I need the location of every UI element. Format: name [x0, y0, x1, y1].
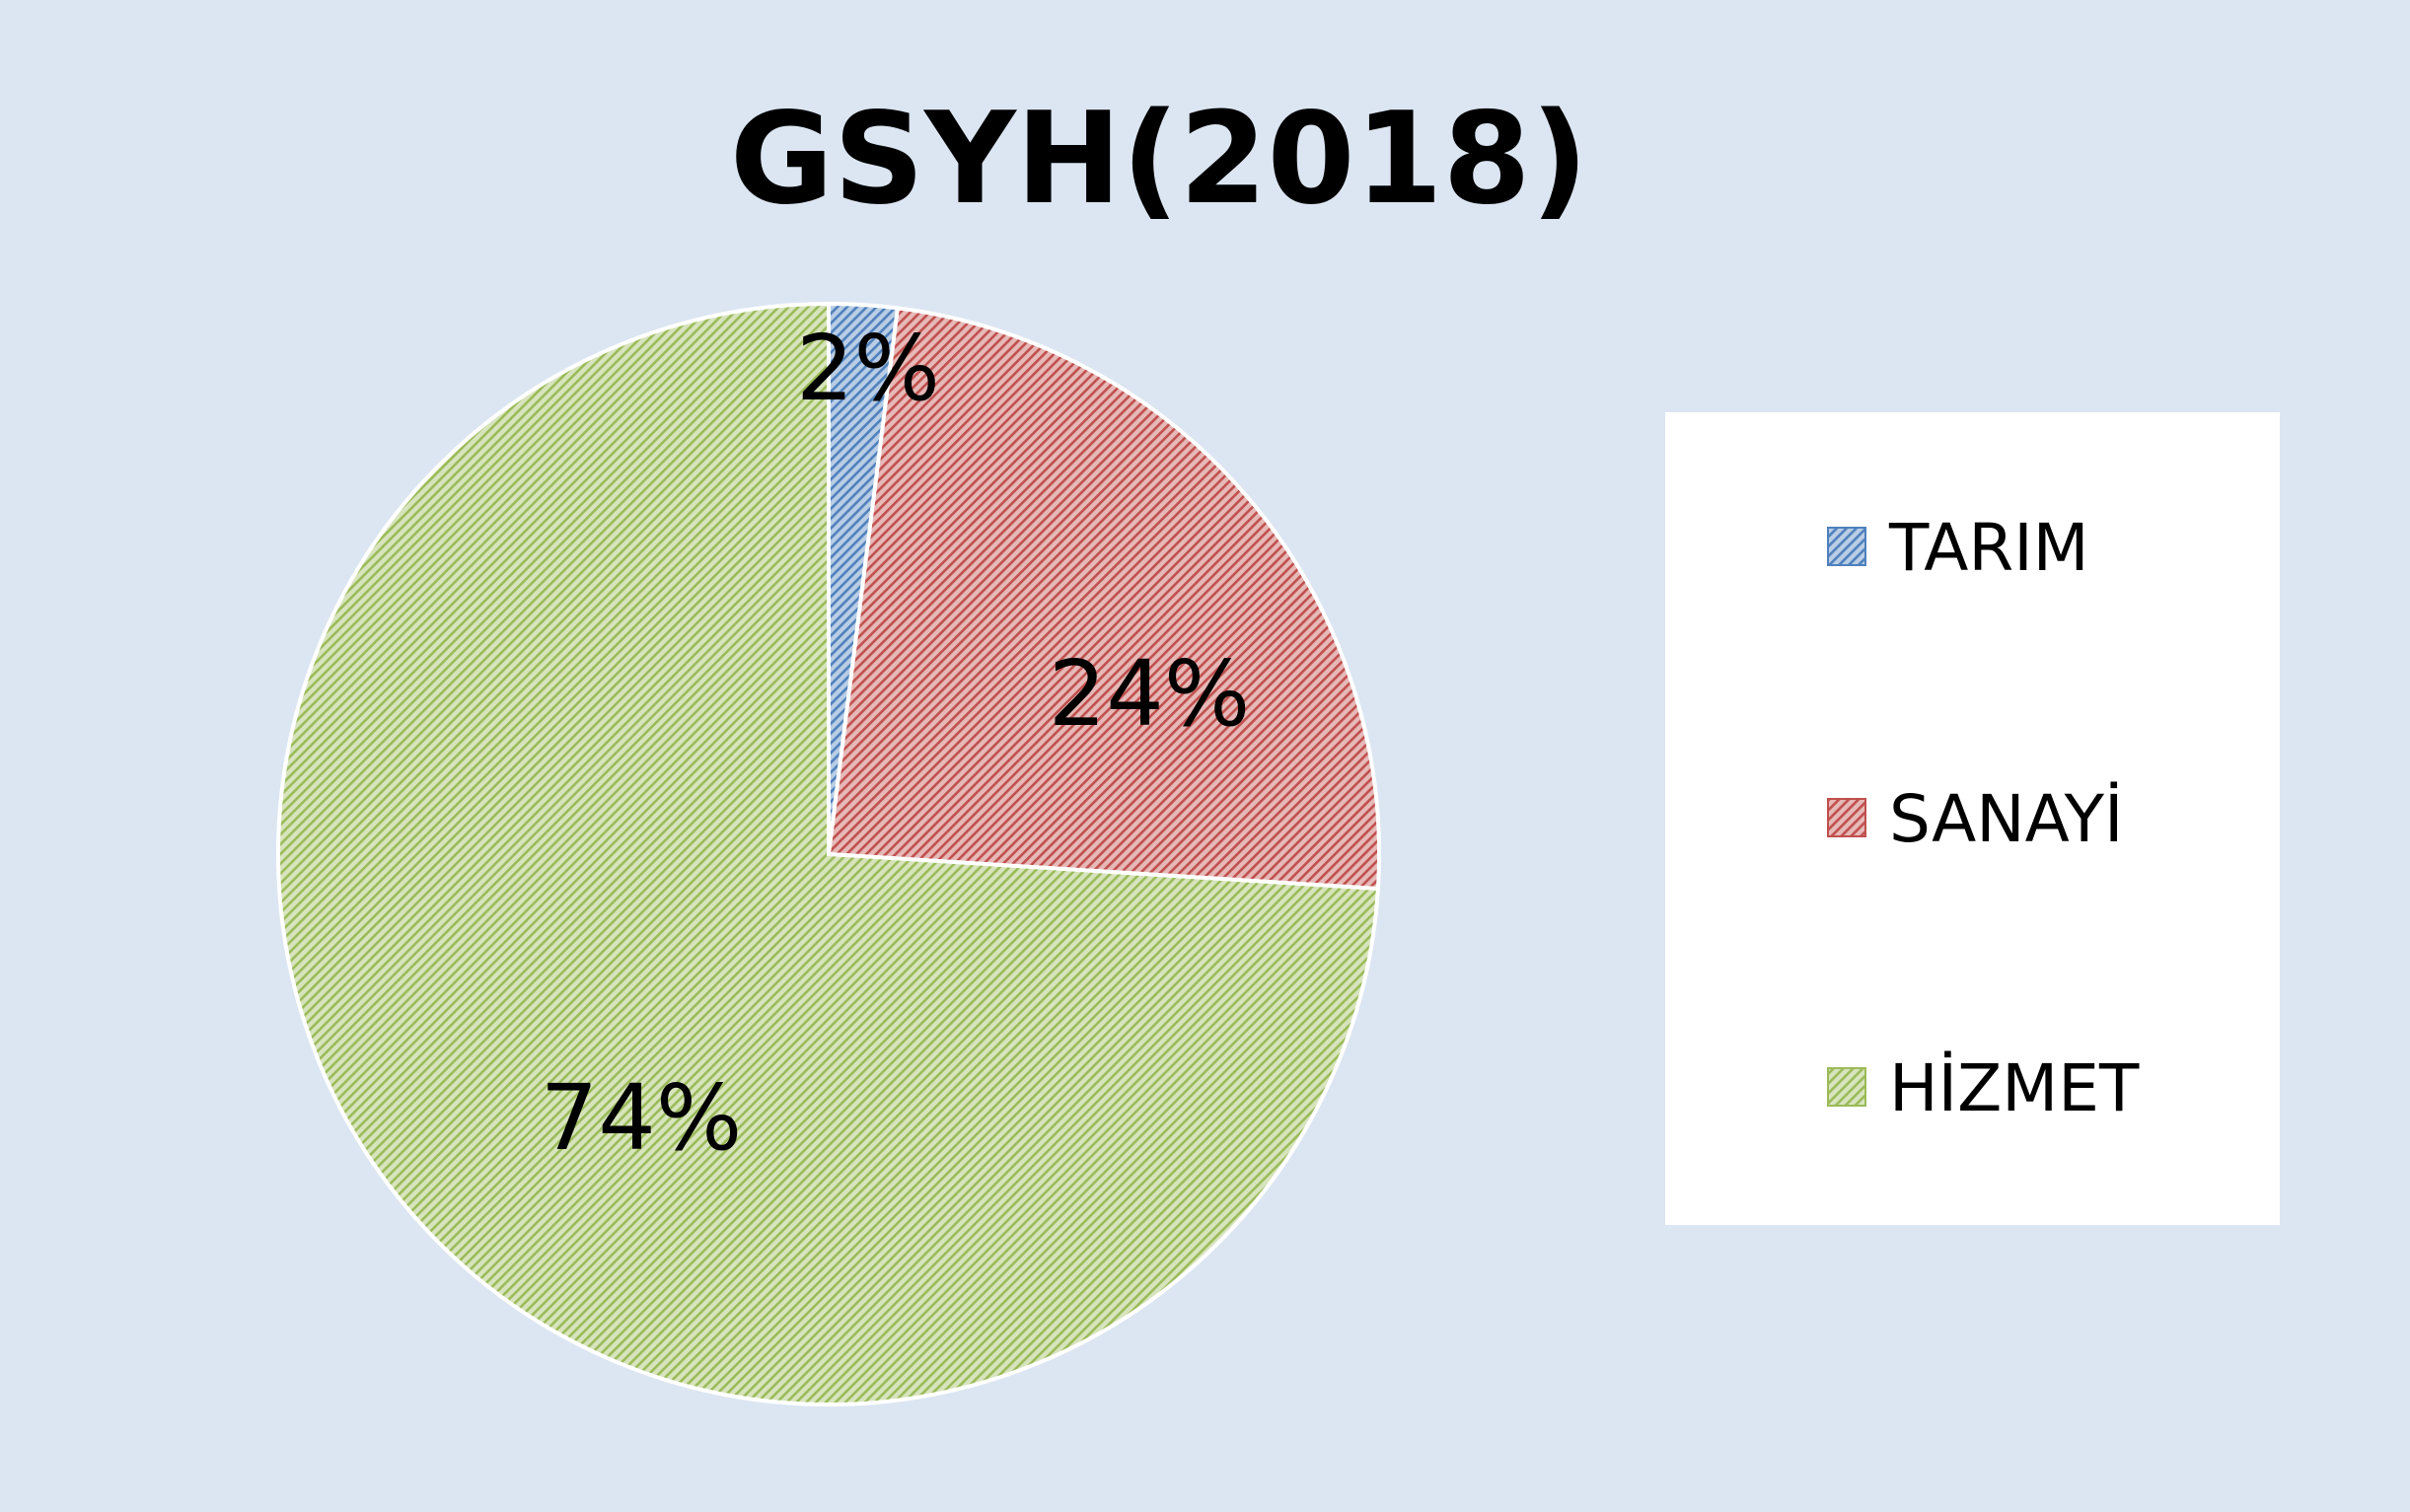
- data-label-sanayi: 24%: [1049, 641, 1250, 747]
- legend-label-tarim: TARIM: [1888, 510, 2089, 586]
- data-label-hizmet: 74%: [541, 1065, 742, 1171]
- legend-item-hizmet: HİZMET: [1827, 1050, 2140, 1126]
- legend-swatch-tarim: [1827, 527, 1866, 566]
- legend-item-tarim: TARIM: [1827, 510, 2089, 586]
- legend-swatch-hizmet: [1827, 1067, 1866, 1107]
- slice-hizmet: [276, 301, 1381, 1406]
- pie-slices: [276, 301, 1381, 1406]
- legend-item-sanayi: SANAYİ: [1827, 781, 2123, 857]
- chart-title: GSYH(2018): [730, 86, 1588, 233]
- legend: TARIM SANAYİ HİZMET: [1665, 412, 2280, 1225]
- legend-label-hizmet: HİZMET: [1889, 1050, 2140, 1126]
- slice-sanayi: [826, 306, 1381, 892]
- legend-box: [1665, 412, 2280, 1225]
- legend-label-sanayi: SANAYİ: [1889, 781, 2123, 857]
- data-label-tarim: 2%: [796, 316, 940, 421]
- data-labels: 2% 24% 74%: [541, 316, 1250, 1171]
- legend-swatch-sanayi: [1827, 798, 1866, 837]
